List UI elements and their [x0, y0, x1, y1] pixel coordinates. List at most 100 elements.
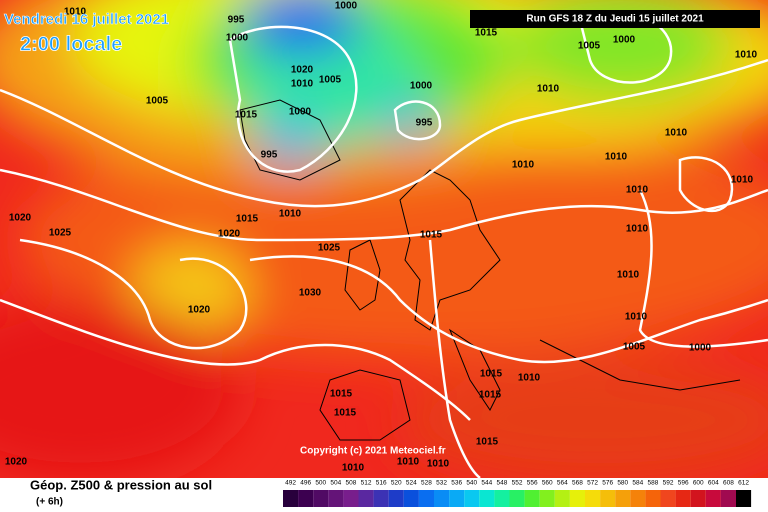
legend-swatch	[373, 490, 389, 507]
legend-swatch	[464, 490, 480, 507]
isobar-label: 995	[261, 150, 278, 161]
copyright: Copyright (c) 2021 Meteociel.fr	[300, 446, 446, 457]
legend-swatch	[509, 490, 525, 507]
legend-label: 548	[497, 480, 508, 487]
isobar-label: 1020	[291, 65, 314, 76]
isobar-label: 1015	[330, 389, 353, 400]
legend-label: 612	[738, 480, 749, 487]
isobar-label: 1015	[420, 230, 443, 241]
legend-swatch	[479, 490, 495, 507]
legend-label: 524	[406, 480, 417, 487]
legend-swatch	[449, 490, 465, 507]
legend-label: 540	[466, 480, 477, 487]
footer-title: Géop. Z500 & pression au sol	[30, 477, 212, 492]
isobar-label: 1005	[319, 75, 342, 86]
isobar-label: 1020	[9, 213, 32, 224]
isobar-label: 1010	[537, 84, 560, 95]
isobar-label: 1015	[334, 408, 357, 419]
isobar-label: 1010	[291, 79, 314, 90]
legend-swatch	[524, 490, 540, 507]
legend-swatch	[554, 490, 570, 507]
isobar-label: 1010	[64, 7, 87, 18]
isobar-label: 1020	[218, 229, 241, 240]
isobar-label: 1025	[318, 243, 341, 254]
legend-label: 536	[451, 480, 462, 487]
isobar-label: 1015	[475, 28, 498, 39]
isobar-label: 995	[228, 15, 245, 26]
legend-label: 492	[285, 480, 296, 487]
isobar-label: 1010	[735, 50, 758, 61]
time-label: 2:00 locale	[20, 33, 122, 55]
isobar-label: 1010	[625, 312, 648, 323]
isobar-label: 1015	[480, 369, 503, 380]
isobar-label: 1015	[479, 390, 502, 401]
isobar-label: 1020	[188, 305, 211, 316]
isobar-label: 1030	[299, 288, 322, 299]
isobar-labels: 1010 995 1000 1000 1015 1005 1000 1010 1005 1020 1…	[5, 1, 758, 474]
legend-label: 516	[376, 480, 387, 487]
legend-label: 528	[421, 480, 432, 487]
legend-swatch	[298, 490, 314, 507]
legend-label: 508	[346, 480, 357, 487]
legend-label: 544	[481, 480, 492, 487]
legend-label: 580	[617, 480, 628, 487]
legend-swatch	[388, 490, 404, 507]
legend-label: 596	[678, 480, 689, 487]
legend-label: 512	[361, 480, 372, 487]
isobar-label: 1010	[512, 160, 535, 171]
footer-subtitle: (+ 6h)	[36, 497, 63, 508]
legend-swatch	[283, 490, 299, 507]
legend-swatch	[600, 490, 616, 507]
legend-swatch	[539, 490, 555, 507]
color-legend: 492 496 500 504 508 512 516 520 524 528 532 536 540 5…	[283, 480, 752, 507]
legend-label: 608	[723, 480, 734, 487]
legend-label: 588	[648, 480, 659, 487]
legend-label: 592	[663, 480, 674, 487]
legend-swatch	[675, 490, 691, 507]
legend-swatch	[645, 490, 661, 507]
isobar-label: 1015	[236, 214, 259, 225]
legend-swatch	[585, 490, 601, 507]
legend-swatch	[358, 490, 374, 507]
isobar-label: 1010	[427, 459, 450, 470]
legend-swatch	[403, 490, 419, 507]
isobar-label: 1010	[731, 175, 754, 186]
field	[0, 0, 768, 480]
isobar-label: 1000	[335, 1, 358, 12]
isobar-label: 1010	[279, 209, 302, 220]
legend-label: 504	[330, 480, 341, 487]
isobar-label: 1010	[518, 373, 541, 384]
legend-swatch	[660, 490, 676, 507]
legend-label: 500	[315, 480, 326, 487]
isobar-label: 995	[416, 118, 433, 129]
isobar-label: 1010	[665, 128, 688, 139]
legend-swatch	[615, 490, 631, 507]
legend-swatch	[494, 490, 510, 507]
legend-label: 532	[436, 480, 447, 487]
isobar-label: 1005	[578, 41, 601, 52]
legend-swatch	[705, 490, 721, 507]
isobar-label: 1000	[613, 35, 636, 46]
legend-label: 600	[693, 480, 704, 487]
legend-label: 520	[391, 480, 402, 487]
isobar-label: 1025	[49, 228, 72, 239]
isobar-label: 1000	[226, 33, 249, 44]
isobar-label: 1010	[626, 224, 649, 235]
legend-label: 572	[587, 480, 598, 487]
legend-label: 604	[708, 480, 719, 487]
date-label: Vendredi 16 juillet 2021	[4, 11, 169, 28]
legend-swatch	[690, 490, 706, 507]
isobar-label: 1005	[146, 96, 169, 107]
legend-swatch	[434, 490, 450, 507]
legend-label: 560	[542, 480, 553, 487]
legend-label: 556	[527, 480, 538, 487]
run-banner	[470, 10, 760, 28]
legend-label: 584	[632, 480, 643, 487]
isobar-label: 1000	[289, 107, 312, 118]
isobar-label: 1000	[410, 81, 433, 92]
isobar-label: 1010	[397, 457, 420, 468]
legend-swatch	[736, 490, 752, 507]
isobar-label: 1005	[623, 342, 646, 353]
isobar-label: 1020	[5, 457, 28, 468]
